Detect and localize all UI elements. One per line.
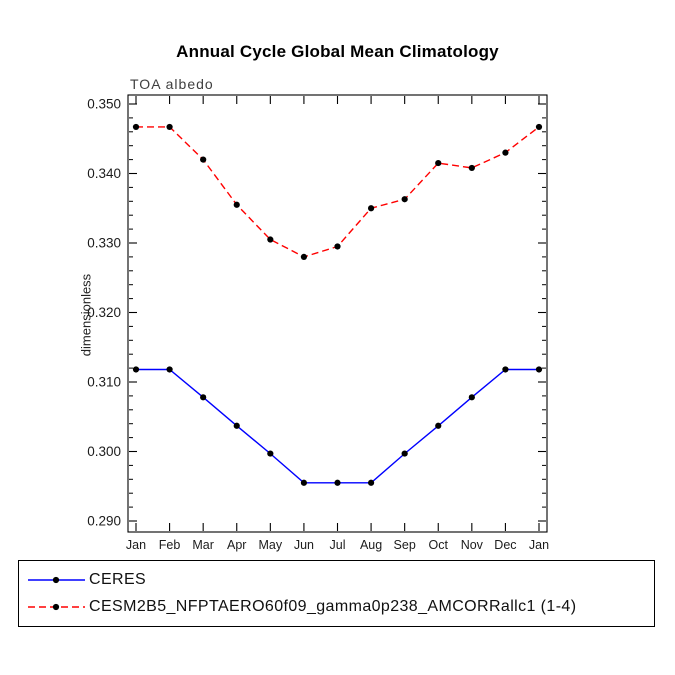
data-point xyxy=(367,479,375,486)
data-point xyxy=(300,479,308,486)
data-point xyxy=(132,123,140,131)
y-tick-label: 0.330 xyxy=(87,236,121,251)
plot-frame xyxy=(127,94,548,533)
line-chart: 0.290 0.300 0.310 0.320 0.330 0.340 0.350 Jan Fe… xyxy=(87,94,549,552)
data-point xyxy=(468,164,475,172)
x-tick-label: Jan xyxy=(529,538,549,552)
legend-label: CESM2B5_NFPTAERO60f09_gamma0p238_AMCORRa… xyxy=(89,597,577,615)
chart-title: Annual Cycle Global Mean Climatology xyxy=(176,42,499,61)
chart-subtitle: TOA albedo xyxy=(130,76,214,92)
data-point xyxy=(502,366,509,373)
data-point xyxy=(401,196,408,203)
legend: CERES CESM2B5_NFPTAERO60f09_gamma0p238_A… xyxy=(18,560,655,627)
data-point xyxy=(233,422,240,429)
x-tick-label: May xyxy=(259,538,283,552)
data-point xyxy=(334,243,341,250)
data-point xyxy=(267,450,274,457)
legend-marker xyxy=(52,603,60,610)
data-point xyxy=(132,366,140,373)
x-tick-label: Jan xyxy=(126,538,146,552)
ceres-line-key xyxy=(28,576,85,583)
y-tick-label: 0.340 xyxy=(87,166,121,181)
y-tick-label: 0.310 xyxy=(87,375,121,390)
data-point xyxy=(200,156,207,163)
x-tick-label: Oct xyxy=(429,538,449,552)
data-point xyxy=(334,479,341,486)
data-point xyxy=(166,366,173,373)
x-tick-label: Apr xyxy=(227,538,246,552)
data-point xyxy=(200,394,207,401)
data-point xyxy=(233,201,240,208)
data-point xyxy=(535,123,543,131)
data-point xyxy=(435,422,442,429)
x-tick-label: Jun xyxy=(294,538,314,552)
x-tick-label: Jul xyxy=(330,538,346,552)
series-line-0 xyxy=(136,368,539,484)
y-tick-label: 0.350 xyxy=(87,97,121,112)
x-tick-label: Mar xyxy=(192,538,214,552)
data-point xyxy=(468,394,475,401)
y-tick-label: 0.290 xyxy=(87,514,121,529)
legend-item-ceres: CERES xyxy=(25,566,648,593)
data-point xyxy=(401,450,408,457)
x-tick-label: Dec xyxy=(494,538,516,552)
data-point xyxy=(300,253,308,260)
y-tick-label: 0.320 xyxy=(87,305,121,320)
data-point xyxy=(535,366,543,373)
legend-label: CERES xyxy=(89,570,147,588)
legend-marker xyxy=(52,576,60,583)
legend-item-cesm: CESM2B5_NFPTAERO60f09_gamma0p238_AMCORRa… xyxy=(25,593,648,620)
data-point xyxy=(267,236,274,243)
cesm-line-key xyxy=(28,603,85,610)
data-point xyxy=(367,205,375,212)
x-tick-label: Sep xyxy=(394,538,416,552)
series-line-1 xyxy=(136,126,540,258)
x-tick-label: Feb xyxy=(159,538,181,552)
x-tick-label: Aug xyxy=(360,538,382,552)
data-point xyxy=(435,159,442,167)
data-point xyxy=(166,123,173,131)
x-tick-label: Nov xyxy=(461,538,484,552)
y-tick-label: 0.300 xyxy=(87,444,121,459)
y-axis-label: dimensionless xyxy=(78,273,94,357)
data-point xyxy=(502,149,509,156)
